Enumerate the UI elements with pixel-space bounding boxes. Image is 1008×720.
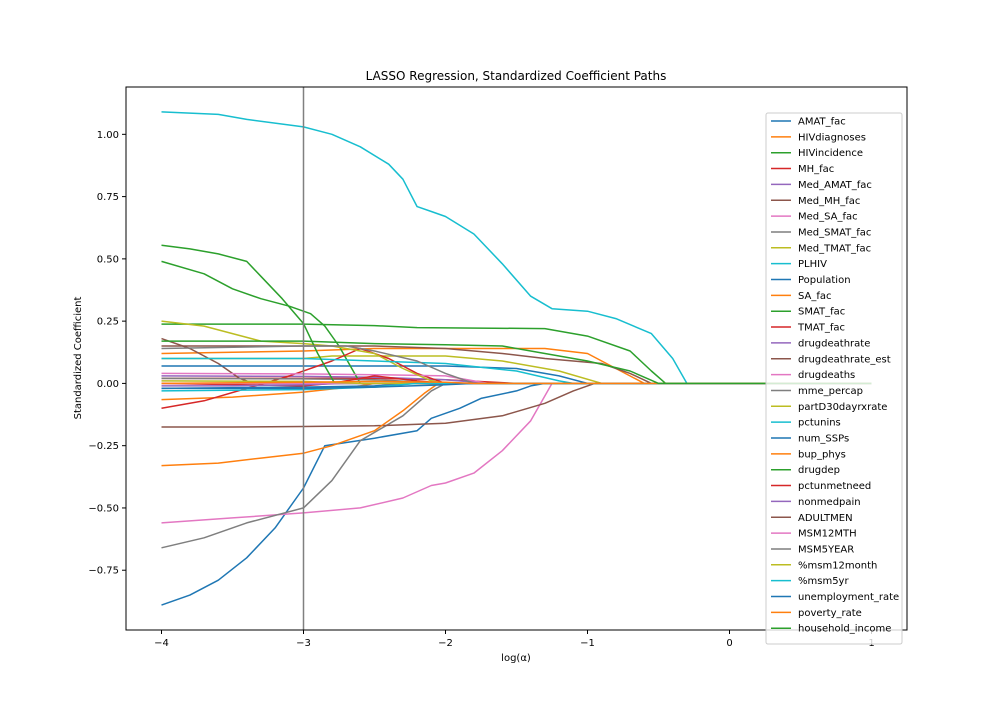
y-tick-label: 1.00 bbox=[97, 130, 119, 141]
legend-label: HIVincidence bbox=[798, 148, 863, 159]
legend-label: pctunins bbox=[798, 418, 841, 429]
series-line-household_income bbox=[161, 340, 872, 385]
y-axis-title: Standardized Coefficient bbox=[73, 297, 84, 420]
legend-label: num_SSPs bbox=[798, 434, 849, 445]
x-axis-title: log(α) bbox=[501, 653, 531, 664]
legend-label: Med_SA_fac bbox=[798, 212, 858, 223]
legend-label: drugdep bbox=[798, 465, 840, 476]
legend-label: ADULTMEN bbox=[798, 513, 853, 524]
series-line-poverty_rate bbox=[161, 380, 872, 385]
legend-label: PLHIV bbox=[798, 259, 827, 270]
axes-frame bbox=[125, 86, 908, 631]
series-line-TMAT_fac bbox=[161, 347, 872, 410]
chart-title: LASSO Regression, Standardized Coefficie… bbox=[366, 69, 667, 83]
legend-label: Med_MH_fac bbox=[798, 196, 860, 207]
legend-label: SMAT_fac bbox=[798, 307, 845, 318]
series-line-HIVincidence bbox=[161, 323, 872, 385]
legend-label: Med_SMAT_fac bbox=[798, 227, 871, 238]
x-tick-label: −3 bbox=[296, 638, 311, 649]
series-line-PLHIV bbox=[161, 111, 872, 385]
series-line-bup_phys bbox=[161, 382, 872, 467]
legend-label: partD30dayrxrate bbox=[798, 402, 887, 413]
legend-label: MH_fac bbox=[798, 164, 834, 175]
x-tick-label: −1 bbox=[580, 638, 595, 649]
legend-label: %msm12month bbox=[798, 560, 877, 571]
y-tick-label: 0.25 bbox=[97, 317, 119, 328]
series-line-Med_SMAT_fac bbox=[161, 382, 872, 549]
legend-label: MSM12MTH bbox=[798, 529, 857, 540]
legend-label: TMAT_fac bbox=[797, 323, 845, 334]
legend-label: drugdeathrate_est bbox=[798, 354, 891, 365]
series-line-HIVdiagnoses bbox=[161, 347, 872, 385]
legend-label: nonmedpain bbox=[798, 497, 861, 508]
legend-label: bup_phys bbox=[798, 449, 846, 460]
legend-label: pctunmetneed bbox=[798, 481, 871, 492]
legend-label: unemployment_rate bbox=[798, 592, 899, 603]
legend-label: mme_percap bbox=[798, 386, 863, 397]
series-line-MSM5YEAR bbox=[161, 345, 872, 385]
y-tick-label: 0.00 bbox=[97, 379, 119, 390]
legend-label: household_income bbox=[798, 624, 891, 635]
x-tick-label: −4 bbox=[154, 638, 169, 649]
legend-label: Med_TMAT_fac bbox=[798, 243, 871, 254]
y-tick-label: −0.75 bbox=[88, 566, 119, 577]
y-tick-label: −0.50 bbox=[88, 503, 119, 514]
legend-label: Population bbox=[798, 275, 851, 286]
legend-label: %msm5yr bbox=[798, 576, 849, 587]
legend-box bbox=[765, 112, 903, 645]
legend-label: drugdeathrate bbox=[798, 338, 870, 349]
x-tick-label: −2 bbox=[438, 638, 453, 649]
legend-label: drugdeaths bbox=[798, 370, 855, 381]
legend: AMAT_fac HIVdiagnoses HIVincidence MH_fac Me… bbox=[765, 112, 903, 645]
y-axis: −0.75 −0.50 −0.25 0.00 0.25 0.50 0.75 1.00 bbox=[88, 130, 126, 577]
plot-area bbox=[161, 87, 872, 630]
y-tick-label: −0.25 bbox=[88, 441, 119, 452]
legend-label: SA_fac bbox=[798, 291, 832, 302]
legend-label: Med_AMAT_fac bbox=[798, 180, 872, 191]
legend-label: HIVdiagnoses bbox=[798, 132, 866, 143]
x-tick-label: 0 bbox=[726, 638, 732, 649]
series-line-drugdep bbox=[161, 244, 872, 385]
series-line-AMAT_fac bbox=[161, 382, 872, 606]
legend-label: AMAT_fac bbox=[798, 117, 846, 128]
legend-label: MSM5YEAR bbox=[798, 544, 854, 555]
y-tick-label: 0.50 bbox=[97, 254, 119, 265]
legend-label: poverty_rate bbox=[798, 608, 862, 619]
series-line-drugdeathrate_est bbox=[161, 382, 872, 428]
y-tick-label: 0.75 bbox=[97, 192, 119, 203]
